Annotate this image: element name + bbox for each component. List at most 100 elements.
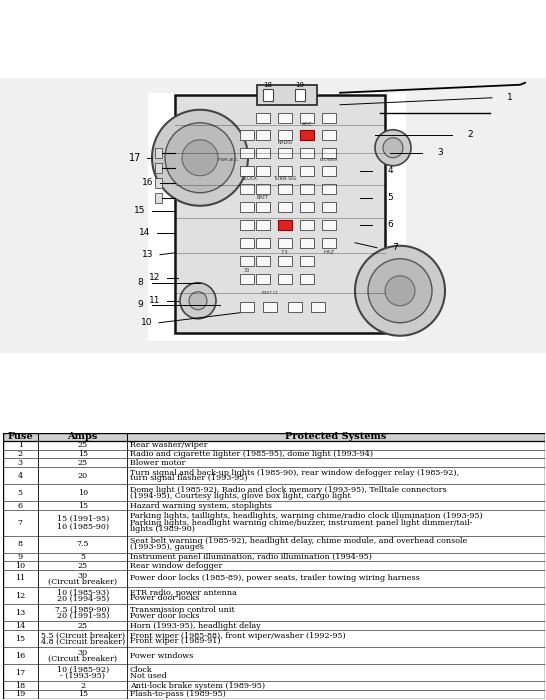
Text: 19: 19 <box>295 82 305 88</box>
Bar <box>256 166 270 176</box>
Bar <box>300 166 314 176</box>
Text: 16: 16 <box>15 652 26 659</box>
Bar <box>240 238 254 248</box>
Text: 15: 15 <box>78 690 88 699</box>
Text: 4.8 (Circuit breaker): 4.8 (Circuit breaker) <box>40 638 125 645</box>
Text: Parking lights, taillights, headlights, warning chime/radio clock illumination (: Parking lights, taillights, headlights, … <box>129 512 482 520</box>
Text: RADIO: RADIO <box>277 140 293 146</box>
Bar <box>295 89 305 101</box>
Text: (1993-95), gauges: (1993-95), gauges <box>129 543 204 551</box>
Bar <box>256 130 270 140</box>
Bar <box>300 220 314 230</box>
Bar <box>240 148 254 158</box>
Text: 5.5 (Circuit breaker): 5.5 (Circuit breaker) <box>40 631 125 640</box>
Text: 10: 10 <box>15 561 26 570</box>
Bar <box>322 130 336 140</box>
Text: HAZ: HAZ <box>323 251 335 256</box>
Bar <box>155 193 162 203</box>
Text: 8: 8 <box>18 540 23 548</box>
Text: 15: 15 <box>134 206 146 216</box>
Text: 16: 16 <box>143 178 154 187</box>
Text: CLOCK: CLOCK <box>242 176 258 181</box>
Text: Transmission control unit: Transmission control unit <box>129 606 234 614</box>
Text: Dome light (1985-92), Radio and clock memory (1993-95), Telltale connectors: Dome light (1985-92), Radio and clock me… <box>129 486 446 493</box>
Bar <box>278 220 292 230</box>
Text: 6: 6 <box>18 501 23 510</box>
Text: Power door locks: Power door locks <box>129 594 199 603</box>
Bar <box>256 202 270 211</box>
Text: 15: 15 <box>78 501 88 510</box>
Bar <box>278 183 292 194</box>
Text: 10 (1985-92): 10 (1985-92) <box>57 666 109 674</box>
Circle shape <box>165 122 235 192</box>
Text: 30: 30 <box>78 649 88 657</box>
Text: 10 (1985-90): 10 (1985-90) <box>57 523 109 531</box>
Text: 6: 6 <box>387 220 393 230</box>
Text: 17: 17 <box>129 153 141 163</box>
Text: Amps: Amps <box>68 433 98 442</box>
Text: - (1993-95): - (1993-95) <box>60 672 105 680</box>
Text: INST LT: INST LT <box>262 290 278 295</box>
Text: 12: 12 <box>149 273 161 282</box>
Circle shape <box>368 259 432 323</box>
Text: 25: 25 <box>78 561 88 570</box>
Text: 30: 30 <box>78 572 88 580</box>
Bar <box>240 256 254 266</box>
Bar <box>322 113 336 122</box>
Text: Rear washer/wiper: Rear washer/wiper <box>129 442 207 449</box>
Text: BLOWER: BLOWER <box>319 158 339 162</box>
Bar <box>278 148 292 158</box>
Text: ACC: ACC <box>301 122 312 127</box>
Bar <box>300 113 314 122</box>
Text: 4: 4 <box>18 472 23 480</box>
Bar <box>300 183 314 194</box>
Bar <box>300 274 314 284</box>
Text: lights (1989-90): lights (1989-90) <box>129 525 194 533</box>
Text: 8: 8 <box>137 278 143 287</box>
Text: 2: 2 <box>467 130 473 139</box>
Text: 1: 1 <box>507 93 513 102</box>
Text: 2: 2 <box>18 450 23 458</box>
Text: Power windows: Power windows <box>129 652 193 659</box>
Bar <box>278 113 292 122</box>
Text: Turn signal and back-up lights (1985-90), rear window defogger relay (1985-92),: Turn signal and back-up lights (1985-90)… <box>129 468 459 477</box>
Text: 7.5 (1989-90): 7.5 (1989-90) <box>55 606 110 614</box>
Text: 17: 17 <box>15 669 26 677</box>
Text: 9: 9 <box>137 300 143 309</box>
Bar <box>300 148 314 158</box>
Bar <box>278 166 292 176</box>
Text: 5: 5 <box>387 193 393 202</box>
Text: 7.5: 7.5 <box>76 540 89 548</box>
Text: Not used: Not used <box>129 672 167 680</box>
Bar <box>256 220 270 230</box>
Bar <box>300 130 314 140</box>
Bar <box>288 302 302 312</box>
Text: ETR radio, power antenna: ETR radio, power antenna <box>129 589 236 597</box>
Text: Front wiper (1989-91): Front wiper (1989-91) <box>129 638 220 645</box>
Text: 14: 14 <box>139 228 151 237</box>
Bar <box>322 220 336 230</box>
Bar <box>256 274 270 284</box>
Text: BATT: BATT <box>257 195 269 200</box>
Text: 15: 15 <box>78 450 88 458</box>
Text: 5: 5 <box>18 489 23 497</box>
Bar <box>155 163 162 173</box>
Text: 7: 7 <box>18 519 23 526</box>
Bar <box>322 202 336 211</box>
Bar <box>257 85 317 105</box>
Text: 5: 5 <box>80 553 85 561</box>
Bar <box>240 130 254 140</box>
Text: Horn (1993-95), headlight delay: Horn (1993-95), headlight delay <box>129 622 260 630</box>
Text: Fuse: Fuse <box>8 433 33 442</box>
Text: (Circuit breaker): (Circuit breaker) <box>48 578 117 585</box>
Bar <box>322 238 336 248</box>
Text: 1: 1 <box>18 442 23 449</box>
Bar <box>263 89 273 101</box>
Text: Rear window defogger: Rear window defogger <box>129 561 222 570</box>
Text: Clock: Clock <box>129 666 152 674</box>
Bar <box>278 130 292 140</box>
Text: Flash-to-pass (1989-95): Flash-to-pass (1989-95) <box>129 690 225 699</box>
Text: 20 (1991-95): 20 (1991-95) <box>57 612 109 620</box>
Text: Parking lights, headlight warning chime/buzzer, instrument panel light dimmer/ta: Parking lights, headlight warning chime/… <box>129 519 472 526</box>
Text: 10: 10 <box>78 489 88 497</box>
